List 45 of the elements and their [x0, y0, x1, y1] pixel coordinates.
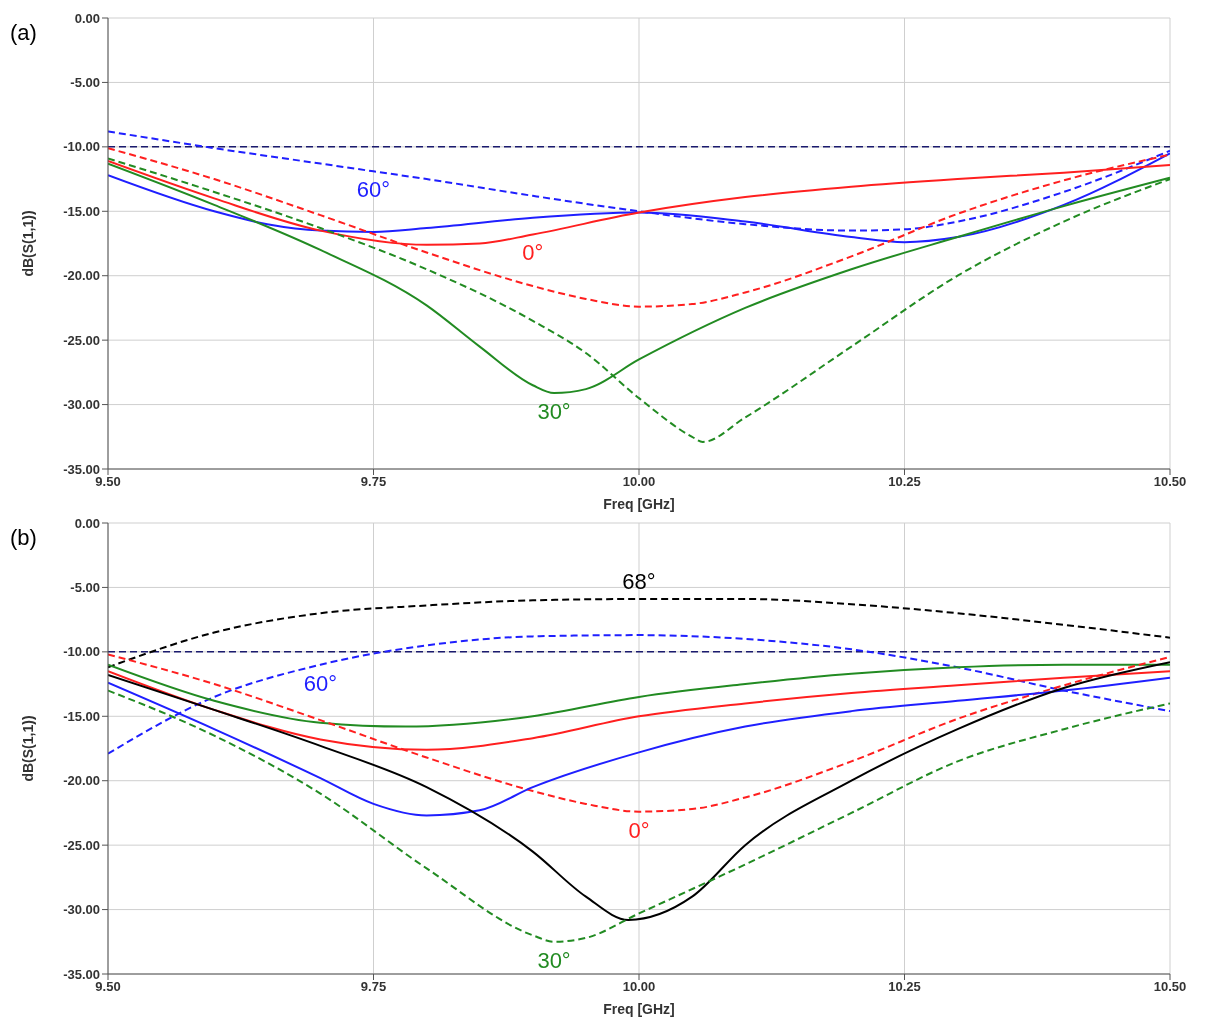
y-tick-label: -5.00	[70, 75, 100, 91]
annotation: 0°	[522, 240, 544, 266]
x-tick-label: 9.75	[360, 979, 387, 995]
annotation: 60°	[303, 670, 338, 696]
y-tick-label: -20.00	[63, 268, 100, 284]
y-tick-label: -15.00	[63, 203, 100, 219]
y-tick-label: 0.00	[74, 10, 100, 26]
y-axis-title: dB(S(1,1))	[19, 715, 36, 782]
y-tick-label: -5.00	[70, 580, 100, 596]
y-tick-label: -30.00	[63, 902, 100, 918]
x-tick-label: 10.25	[888, 979, 921, 995]
line-series	[108, 663, 1170, 728]
x-tick-label: 9.75	[360, 474, 387, 490]
y-tick-label: 0.00	[74, 515, 100, 531]
x-tick-label: 10.00	[622, 979, 656, 995]
x-tick-label: 10.50	[1153, 979, 1187, 995]
annotation: 0°	[628, 817, 650, 843]
line-series	[108, 653, 1170, 813]
annotation: 60°	[356, 177, 391, 203]
y-tick-label: -35.00	[63, 966, 100, 982]
x-tick-label: 10.50	[1153, 474, 1187, 490]
annotation: 30°	[537, 947, 571, 973]
annotation: 30°	[537, 398, 571, 424]
y-tick-label: -15.00	[63, 708, 100, 724]
x-tick-label: 10.00	[622, 474, 656, 490]
x-tick-label: 10.25	[888, 474, 921, 490]
chart-title: (b)	[10, 525, 37, 551]
chart-title: (a)	[10, 20, 37, 46]
y-tick-label: -10.00	[63, 644, 100, 660]
y-tick-label: -30.00	[63, 397, 100, 413]
y-tick-label: -35.00	[63, 461, 100, 477]
x-tick-label: 9.50	[95, 474, 121, 490]
y-tick-label: -10.00	[63, 139, 100, 155]
line-series	[108, 598, 1170, 669]
x-axis-title: Freq [GHz]	[603, 1001, 675, 1017]
line-series	[108, 689, 1170, 943]
x-axis-title: Freq [GHz]	[603, 496, 675, 512]
y-tick-label: -20.00	[63, 773, 100, 789]
x-tick-label: 9.50	[95, 979, 121, 995]
y-axis-title: dB(S(1,1))	[19, 210, 36, 277]
line-series	[108, 661, 1170, 921]
y-tick-label: -25.00	[63, 332, 100, 348]
line-series	[108, 147, 1170, 308]
annotation: 68°	[622, 569, 656, 595]
y-tick-label: -25.00	[63, 837, 100, 853]
